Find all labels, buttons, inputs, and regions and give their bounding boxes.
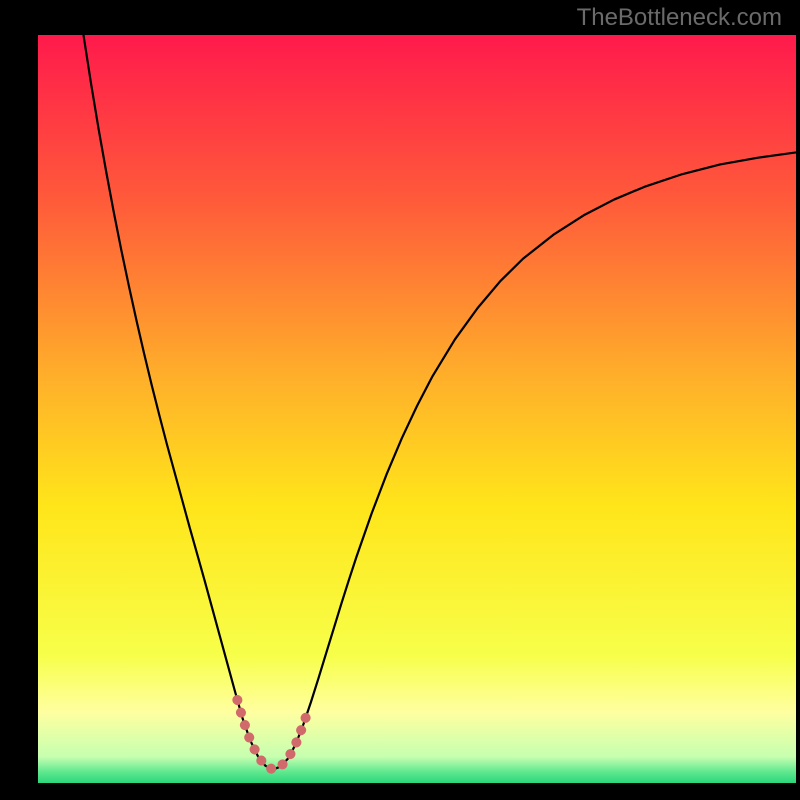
bottleneck-chart (38, 35, 796, 783)
watermark-text: TheBottleneck.com (577, 4, 782, 32)
plot-background (38, 35, 796, 783)
plot-svg (38, 35, 796, 783)
